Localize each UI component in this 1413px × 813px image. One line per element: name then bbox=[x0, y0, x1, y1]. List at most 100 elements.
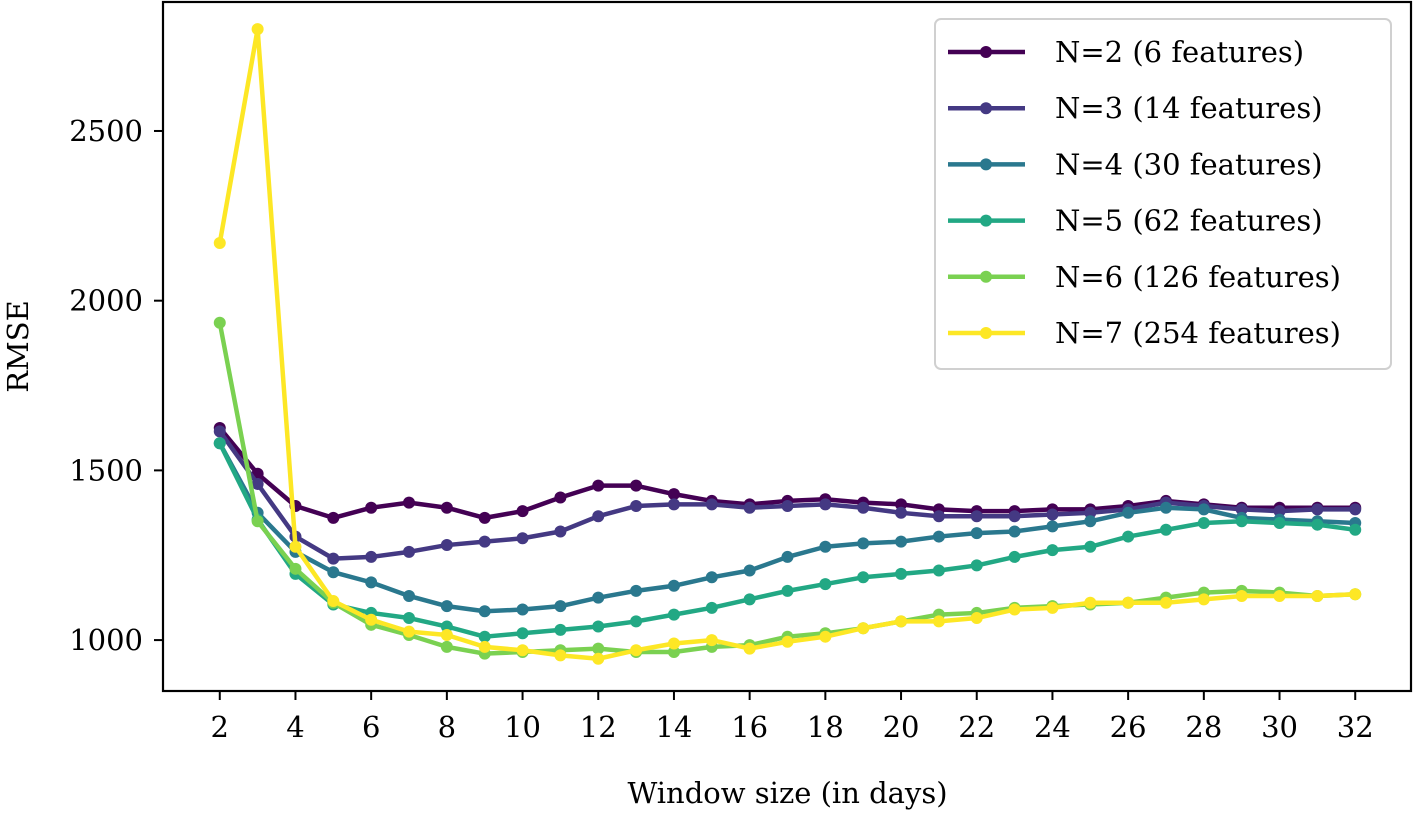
x-tick-label: 8 bbox=[438, 710, 456, 744]
legend-entry: N=6 (126 features) bbox=[948, 260, 1341, 294]
data-point bbox=[365, 613, 378, 626]
y-tick-label: 1000 bbox=[69, 623, 143, 657]
data-point bbox=[365, 576, 378, 589]
data-point bbox=[478, 605, 491, 618]
data-point bbox=[213, 236, 226, 249]
data-point bbox=[667, 637, 680, 650]
data-point bbox=[1122, 596, 1135, 609]
data-point bbox=[289, 562, 302, 575]
data-point bbox=[516, 505, 529, 518]
legend-swatch-marker bbox=[980, 214, 992, 227]
data-point bbox=[327, 566, 340, 579]
data-point bbox=[1122, 506, 1135, 519]
data-point bbox=[592, 479, 605, 492]
data-point bbox=[1084, 596, 1097, 609]
data-point bbox=[554, 525, 567, 538]
data-point bbox=[1008, 550, 1021, 563]
data-point bbox=[667, 608, 680, 621]
x-tick-label: 16 bbox=[731, 710, 768, 744]
data-point bbox=[932, 564, 945, 577]
data-point bbox=[440, 539, 453, 552]
data-point bbox=[365, 501, 378, 514]
legend: N=2 (6 features) N=3 (14 features) N=4 (30… bbox=[934, 18, 1392, 370]
series-4 bbox=[213, 437, 1362, 643]
data-point bbox=[781, 550, 794, 563]
data-point bbox=[592, 652, 605, 665]
axes-frame bbox=[161, 0, 1413, 693]
data-point bbox=[895, 506, 908, 519]
data-point bbox=[213, 316, 226, 329]
data-point bbox=[667, 579, 680, 592]
data-point bbox=[1311, 503, 1324, 516]
data-point bbox=[932, 615, 945, 628]
data-point bbox=[630, 479, 643, 492]
data-point bbox=[667, 488, 680, 501]
data-point bbox=[592, 510, 605, 523]
legend-swatch-marker bbox=[980, 327, 992, 339]
data-point bbox=[1046, 544, 1059, 557]
data-point bbox=[705, 571, 718, 584]
data-point bbox=[1159, 596, 1172, 609]
data-point bbox=[857, 571, 870, 584]
data-point bbox=[1273, 589, 1286, 602]
data-point bbox=[516, 627, 529, 640]
data-point bbox=[516, 532, 529, 545]
data-point bbox=[1084, 515, 1097, 528]
data-point bbox=[1008, 510, 1021, 523]
legend-entry: N=4 (30 features) bbox=[948, 147, 1323, 181]
x-tick-label: 14 bbox=[656, 710, 693, 744]
data-point bbox=[440, 620, 453, 633]
data-point bbox=[743, 501, 756, 514]
data-point bbox=[440, 628, 453, 641]
series-6 bbox=[213, 23, 1362, 665]
legend-label: N=5 (62 features) bbox=[1055, 204, 1323, 238]
data-point bbox=[1122, 530, 1135, 543]
data-point bbox=[1046, 520, 1059, 533]
data-point bbox=[1311, 518, 1324, 531]
data-point bbox=[970, 527, 983, 540]
data-point bbox=[1235, 515, 1248, 528]
legend-swatch-marker bbox=[980, 158, 992, 171]
data-point bbox=[440, 501, 453, 514]
data-point bbox=[327, 511, 340, 524]
data-point bbox=[554, 649, 567, 662]
legend-label: N=6 (126 features) bbox=[1055, 260, 1341, 294]
data-point bbox=[403, 589, 416, 602]
data-point bbox=[1084, 506, 1097, 519]
data-point bbox=[251, 515, 264, 528]
axis-ticks: 2 4 6 8 10 12 14 16 18 20 22 24 26 28 30 32100015002000… bbox=[69, 114, 1373, 744]
legend-entry: N=7 (254 features) bbox=[948, 316, 1341, 350]
data-point bbox=[516, 603, 529, 616]
data-point bbox=[895, 567, 908, 580]
data-point bbox=[932, 510, 945, 523]
data-point bbox=[895, 615, 908, 628]
data-point bbox=[1235, 589, 1248, 602]
data-point bbox=[1273, 505, 1286, 518]
y-tick-label: 1500 bbox=[69, 453, 143, 487]
x-tick-label: 22 bbox=[958, 710, 995, 744]
data-point bbox=[819, 630, 832, 643]
legend-entry: N=2 (6 features) bbox=[948, 35, 1304, 69]
x-tick-label: 24 bbox=[1034, 710, 1071, 744]
data-point bbox=[554, 623, 567, 636]
x-tick-label: 28 bbox=[1185, 710, 1222, 744]
data-point bbox=[478, 640, 491, 653]
x-tick-label: 6 bbox=[362, 710, 380, 744]
x-tick-label: 4 bbox=[286, 710, 304, 744]
x-tick-label: 10 bbox=[504, 710, 541, 744]
series-line bbox=[217, 442, 1356, 639]
data-point bbox=[970, 510, 983, 523]
legend-label: N=3 (14 features) bbox=[1055, 91, 1323, 125]
data-point bbox=[819, 498, 832, 511]
data-point bbox=[1159, 501, 1172, 514]
data-point bbox=[1311, 589, 1324, 602]
data-point bbox=[213, 437, 226, 450]
legend-swatch-marker bbox=[980, 46, 992, 58]
data-point bbox=[251, 477, 264, 490]
data-point bbox=[1235, 503, 1248, 516]
legend-label: N=7 (254 features) bbox=[1055, 316, 1341, 350]
data-point bbox=[819, 540, 832, 553]
legend-box bbox=[934, 18, 1392, 370]
x-axis-title: Window size (in days) bbox=[627, 776, 947, 810]
